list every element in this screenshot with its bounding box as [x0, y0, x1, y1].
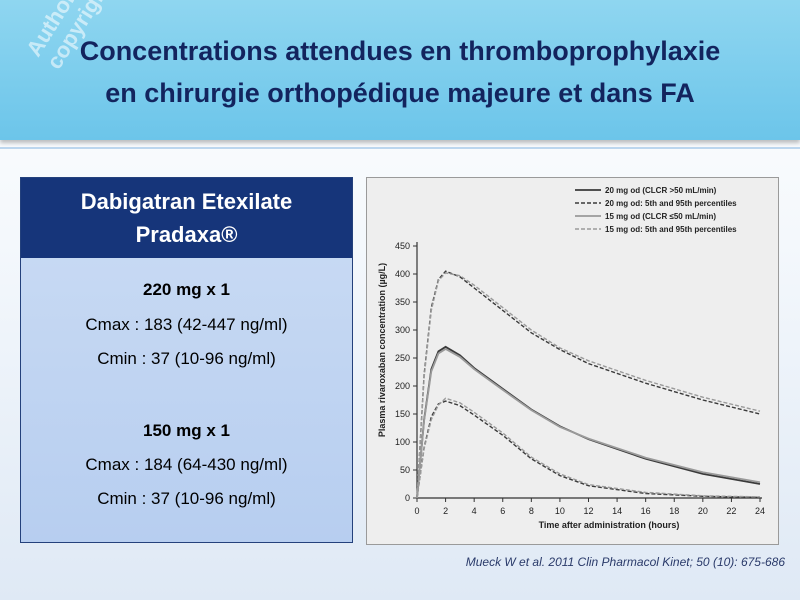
series-line-3: [416, 347, 761, 499]
dose-150-cmin: Cmin : 37 (10-96 ng/ml): [97, 489, 276, 508]
y-tick-label: 250: [395, 353, 410, 363]
dose-150-label: 150 mg x 1: [143, 421, 230, 440]
series-line-2: [416, 400, 761, 499]
y-tick-label: 100: [395, 437, 410, 447]
chart-series: [416, 270, 761, 499]
slide-title: Concentrations attendues en thromboproph…: [0, 30, 800, 114]
legend-label: 15 mg od: 5th and 95th percentiles: [605, 225, 737, 234]
x-tick-label: 24: [755, 506, 765, 516]
x-tick-label: 8: [529, 506, 534, 516]
series-line-4: [416, 272, 761, 499]
brand-name: Pradaxa®: [135, 222, 238, 247]
x-axis-label: Time after administration (hours): [539, 520, 680, 530]
legend-label: 20 mg od (CLCR >50 mL/min): [605, 186, 717, 195]
dose-150-cmax: Cmax : 184 (64-430 ng/ml): [85, 455, 288, 474]
x-tick-label: 14: [612, 506, 622, 516]
y-tick-label: 400: [395, 269, 410, 279]
legend-label: 15 mg od (CLCR ≤50 mL/min): [605, 212, 716, 221]
x-tick-label: 2: [443, 506, 448, 516]
y-tick-label: 0: [405, 493, 410, 503]
y-tick-label: 200: [395, 381, 410, 391]
y-tick-label: 150: [395, 409, 410, 419]
y-tick-label: 300: [395, 325, 410, 335]
drug-name-header: Dabigatran Etexilate Pradaxa®: [21, 178, 352, 258]
chart-legend: 20 mg od (CLCR >50 mL/min) 20 mg od: 5th …: [575, 186, 737, 234]
x-tick-label: 4: [472, 506, 477, 516]
pk-chart: 20 mg od (CLCR >50 mL/min) 20 mg od: 5th …: [377, 186, 765, 530]
dose-220-label: 220 mg x 1: [143, 280, 230, 299]
dose-220-cmax: Cmax : 183 (42-447 ng/ml): [85, 315, 288, 334]
series-line-5: [416, 397, 761, 499]
drug-name: Dabigatran Etexilate: [80, 189, 293, 214]
y-tick-label: 450: [395, 241, 410, 251]
dose-220-cmin: Cmin : 37 (10-96 ng/ml): [97, 349, 276, 368]
x-tick-label: 0: [414, 506, 419, 516]
x-tick-label: 20: [698, 506, 708, 516]
x-tick-label: 12: [583, 506, 593, 516]
x-tick-label: 10: [555, 506, 565, 516]
x-tick-label: 22: [726, 506, 736, 516]
citation: Mueck W et al. 2011 Clin Pharmacol Kinet…: [465, 555, 785, 569]
divider-stripe: [0, 147, 800, 149]
title-line-1: Concentrations attendues en thromboproph…: [79, 36, 721, 66]
x-tick-label: 16: [641, 506, 651, 516]
x-tick-label: 6: [500, 506, 505, 516]
legend-label: 20 mg od: 5th and 95th percentiles: [605, 199, 737, 208]
y-axis-label: Plasma rivaroxaban concentration (µg/L): [377, 263, 387, 437]
y-tick-label: 350: [395, 297, 410, 307]
y-tick-label: 50: [400, 465, 410, 475]
pk-chart-panel: 20 mg od (CLCR >50 mL/min) 20 mg od: 5th …: [366, 177, 779, 545]
x-tick-label: 18: [669, 506, 679, 516]
title-banner: Concentrations attendues en thromboproph…: [0, 0, 800, 140]
title-line-2: en chirurgie orthopédique majeure et dan…: [105, 78, 695, 108]
series-line-1: [416, 270, 761, 499]
series-line-0: [416, 345, 761, 499]
drug-info-card: Dabigatran Etexilate Pradaxa® 220 mg x 1…: [20, 177, 353, 543]
